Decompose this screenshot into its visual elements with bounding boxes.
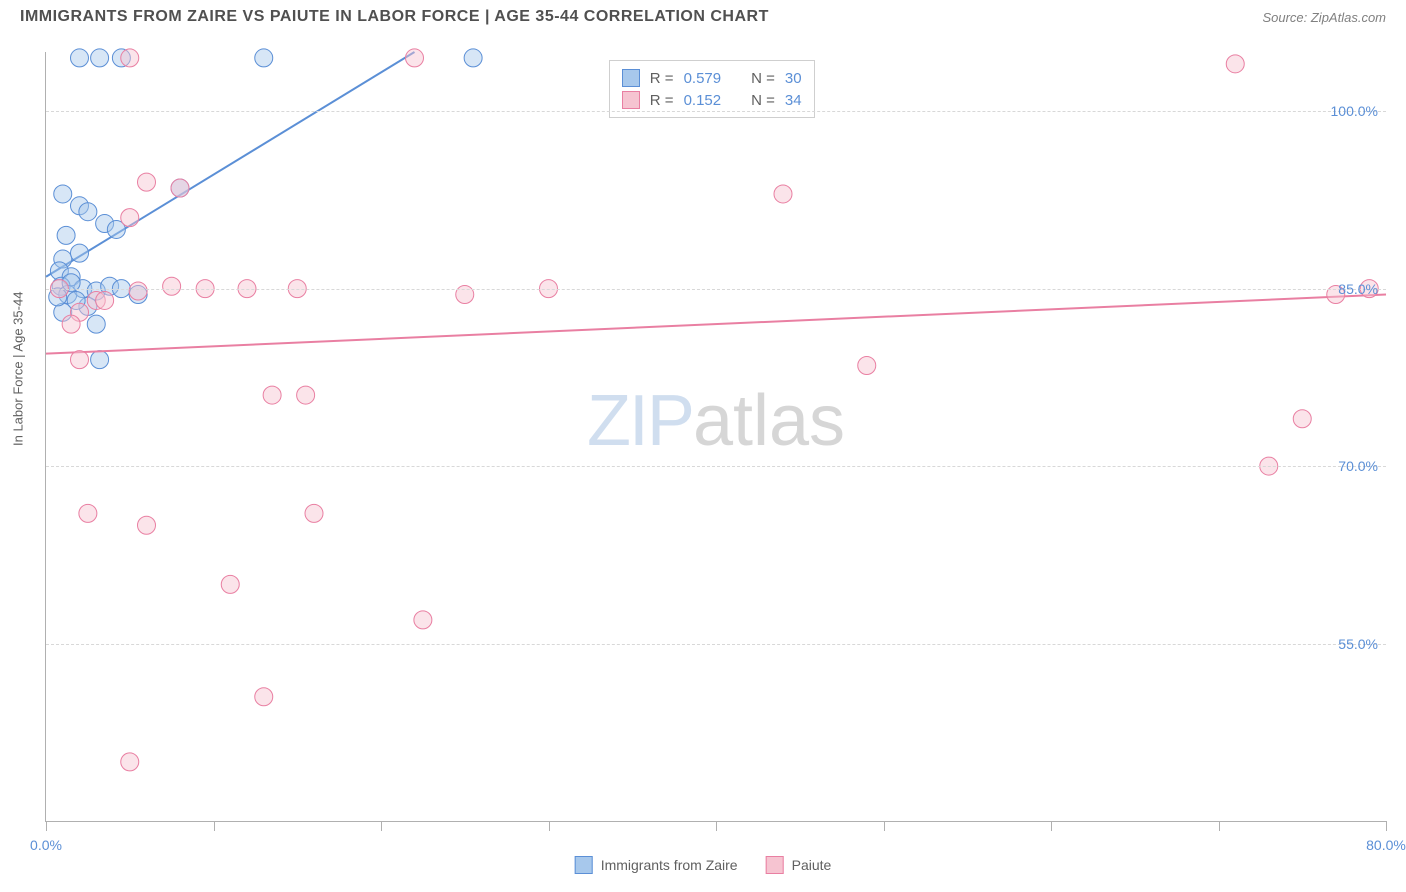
legend-r-label: R = <box>650 70 674 87</box>
data-point <box>121 753 139 771</box>
data-point <box>138 516 156 534</box>
data-point <box>464 49 482 67</box>
data-point <box>54 185 72 203</box>
data-point <box>406 49 424 67</box>
y-tick-label: 100.0% <box>1331 103 1378 119</box>
y-tick-label: 70.0% <box>1338 458 1378 474</box>
data-point <box>62 315 80 333</box>
data-point <box>121 49 139 67</box>
data-point <box>414 611 432 629</box>
x-tick-label: 0.0% <box>30 837 62 853</box>
data-point <box>138 173 156 191</box>
legend-row: R = 0.579 N = 30 <box>622 67 802 89</box>
legend-series-item: Immigrants from Zaire <box>575 856 738 874</box>
gridline-h <box>46 111 1386 112</box>
data-point <box>1226 55 1244 73</box>
legend-swatch <box>622 91 640 109</box>
legend-n-value: 34 <box>785 92 802 109</box>
data-point <box>79 504 97 522</box>
legend-n-label: N = <box>751 92 775 109</box>
data-point <box>255 49 273 67</box>
data-point <box>91 49 109 67</box>
gridline-h <box>46 289 1386 290</box>
x-tick <box>1219 821 1220 831</box>
y-tick-label: 55.0% <box>1338 636 1378 652</box>
data-point <box>96 291 114 309</box>
data-point <box>87 315 105 333</box>
y-axis-label: In Labor Force | Age 35-44 <box>11 292 26 446</box>
legend-swatch <box>622 69 640 87</box>
data-point <box>1293 410 1311 428</box>
data-point <box>57 226 75 244</box>
chart-svg <box>46 52 1386 821</box>
data-point <box>171 179 189 197</box>
plot-area: ZIPatlas R =0.579N =30R =0.152N =34 55.0… <box>45 52 1386 822</box>
data-point <box>297 386 315 404</box>
chart-source: Source: ZipAtlas.com <box>1262 10 1386 25</box>
trend-line <box>46 52 415 277</box>
data-point <box>79 203 97 221</box>
legend-series-label: Paiute <box>792 857 832 873</box>
chart-header: IMMIGRANTS FROM ZAIRE VS PAIUTE IN LABOR… <box>0 0 1406 38</box>
x-tick <box>214 821 215 831</box>
data-point <box>71 244 89 262</box>
legend-r-label: R = <box>650 92 674 109</box>
data-point <box>263 386 281 404</box>
data-point <box>121 209 139 227</box>
legend-series: Immigrants from Zaire Paiute <box>575 856 832 874</box>
legend-swatch <box>575 856 593 874</box>
data-point <box>71 49 89 67</box>
legend-correlation: R = 0.579 N = 30 R = 0.152 N = 34 <box>609 60 815 118</box>
x-tick <box>549 821 550 831</box>
x-tick <box>1386 821 1387 831</box>
chart-title: IMMIGRANTS FROM ZAIRE VS PAIUTE IN LABOR… <box>20 8 769 26</box>
data-point <box>774 185 792 203</box>
y-tick-label: 85.0% <box>1338 281 1378 297</box>
data-point <box>858 357 876 375</box>
gridline-h <box>46 466 1386 467</box>
legend-swatch <box>766 856 784 874</box>
data-point <box>71 351 89 369</box>
legend-n-label: N = <box>751 70 775 87</box>
legend-row: R = 0.152 N = 34 <box>622 89 802 111</box>
x-tick <box>46 821 47 831</box>
data-point <box>129 282 147 300</box>
gridline-h <box>46 644 1386 645</box>
legend-series-item: Paiute <box>766 856 832 874</box>
data-point <box>91 351 109 369</box>
x-tick <box>381 821 382 831</box>
trend-line <box>46 295 1386 354</box>
x-tick <box>884 821 885 831</box>
data-point <box>163 277 181 295</box>
legend-r-value: 0.152 <box>684 92 722 109</box>
legend-r-value: 0.579 <box>684 70 722 87</box>
x-tick <box>1051 821 1052 831</box>
data-point <box>255 688 273 706</box>
x-tick <box>716 821 717 831</box>
legend-series-label: Immigrants from Zaire <box>601 857 738 873</box>
data-point <box>221 575 239 593</box>
data-point <box>305 504 323 522</box>
x-tick-label: 80.0% <box>1366 837 1406 853</box>
legend-n-value: 30 <box>785 70 802 87</box>
